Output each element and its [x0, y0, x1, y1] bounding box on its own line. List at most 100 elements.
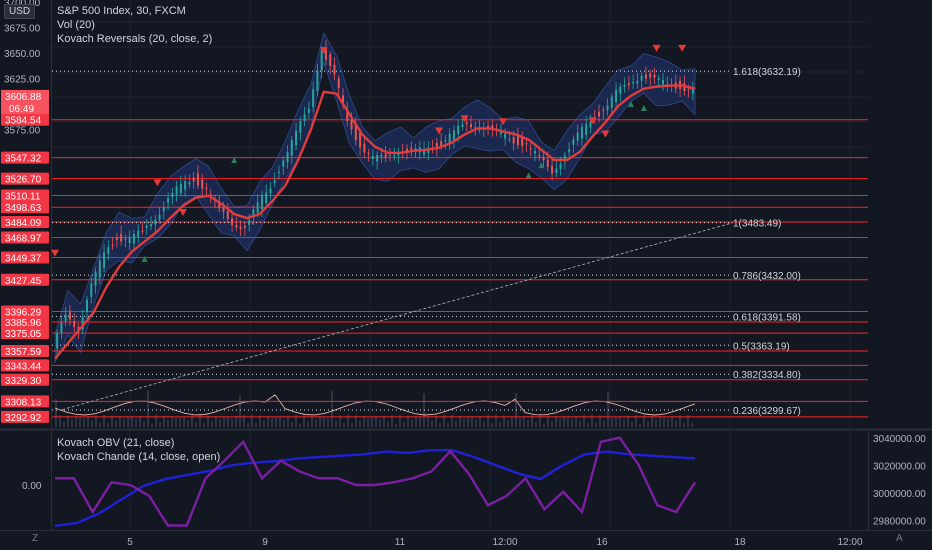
- candle-body: [171, 192, 174, 197]
- candle-body: [286, 152, 289, 163]
- level-price-tag: [1, 189, 49, 202]
- kovach-chande-label[interactable]: Kovach Chande (14, close, open): [57, 451, 221, 463]
- volume-bar: [207, 415, 209, 427]
- volume-bar: [595, 422, 597, 427]
- candle-body: [452, 130, 455, 141]
- volume-bar: [495, 415, 497, 427]
- candle-body: [491, 125, 494, 130]
- volume-bar: [623, 419, 625, 427]
- candle-body: [388, 154, 391, 156]
- volume-bar: [71, 419, 73, 427]
- candle-body: [299, 121, 302, 133]
- candle-body: [162, 206, 165, 212]
- candle-body: [657, 78, 660, 81]
- candle-body: [337, 78, 340, 88]
- volume-bar: [611, 418, 613, 427]
- candle-body: [192, 177, 195, 182]
- volume-bar: [639, 423, 641, 427]
- volume-bar: [379, 419, 381, 427]
- obv-tick-label: 3000000.00: [873, 489, 926, 500]
- volume-bar: [391, 415, 393, 427]
- volume-bar: [223, 417, 225, 427]
- volume-bar: [399, 415, 401, 427]
- reversal-up-marker: [538, 162, 545, 169]
- candle-body: [86, 299, 88, 312]
- volume-bar: [279, 416, 281, 427]
- candle-body: [627, 83, 630, 86]
- candle-body: [329, 54, 332, 67]
- volume-bar: [475, 419, 477, 427]
- reversal-down-marker: [435, 127, 443, 135]
- level-price-tag: [1, 316, 49, 329]
- level-price-tag: [1, 327, 49, 340]
- time-to-close-label: 06:49: [9, 104, 34, 115]
- reversal-up-marker: [141, 255, 148, 262]
- candle-body: [568, 149, 571, 153]
- volume-bar: [539, 415, 541, 427]
- currency-label[interactable]: USD: [4, 4, 36, 19]
- candle-body: [384, 153, 387, 158]
- volume-bar: [127, 417, 129, 427]
- candles: [56, 39, 694, 357]
- candle-body: [598, 111, 600, 117]
- symbol-title: S&P 500 Index, 30, FXCM: [57, 5, 186, 17]
- volume-bar: [651, 415, 653, 427]
- candle-body: [487, 125, 490, 128]
- volume-bar: [75, 416, 77, 427]
- level-price-label: 3375.05: [5, 329, 42, 340]
- candle-body: [610, 96, 613, 108]
- zoom-icon[interactable]: Z: [32, 533, 39, 544]
- candle-body: [461, 124, 464, 127]
- volume-bar: [315, 419, 317, 427]
- candle-body: [606, 105, 609, 110]
- level-price-tag: [1, 231, 49, 244]
- candle-body: [380, 154, 383, 157]
- volume-bar: [167, 419, 169, 427]
- level-price-label: 3498.63: [5, 203, 42, 214]
- volume-bar: [359, 420, 361, 427]
- volume-indicator-label[interactable]: Vol (20): [57, 19, 95, 31]
- candle-body: [623, 84, 626, 87]
- candle-body: [103, 252, 106, 268]
- candle-body: [303, 114, 306, 121]
- candle-body: [559, 163, 562, 170]
- volume-bar: [547, 415, 549, 427]
- level-price-label: 3396.29: [5, 308, 42, 319]
- volume-bar: [675, 420, 677, 427]
- fib-level-label: 0.382(3334.80): [733, 370, 801, 381]
- candle-body: [248, 220, 251, 225]
- volume-bar: [111, 415, 113, 427]
- candle-body: [154, 219, 157, 225]
- auto-scale-icon[interactable]: A: [896, 533, 903, 544]
- volume-bar: [83, 418, 85, 427]
- kovach-reversals-label[interactable]: Kovach Reversals (20, close, 2): [57, 33, 213, 45]
- kovach-obv-label[interactable]: Kovach OBV (21, close): [57, 437, 175, 449]
- volume-bar: [431, 420, 433, 427]
- level-price-tag: [1, 216, 49, 229]
- volume-bar: [331, 391, 333, 427]
- level-price-tag: [1, 151, 49, 164]
- reversal-up-marker: [628, 100, 634, 107]
- obv-line: [54, 449, 696, 527]
- candle-body: [572, 139, 575, 145]
- candle-body: [218, 202, 221, 209]
- volume-bar: [295, 415, 297, 427]
- candle-body: [235, 224, 238, 228]
- candle-body: [90, 283, 93, 297]
- volume-bar: [187, 420, 189, 427]
- candle-body: [81, 317, 84, 330]
- candle-body: [252, 209, 255, 218]
- level-price-tag: [1, 273, 49, 286]
- candle-body: [359, 132, 362, 148]
- volume-bar: [327, 418, 329, 427]
- level-price-label: 3584.54: [5, 116, 42, 127]
- volume-bar: [679, 415, 681, 427]
- volume-bar: [351, 422, 353, 427]
- candle-body: [350, 119, 353, 130]
- volume-bar: [443, 415, 445, 427]
- candle-body: [470, 124, 472, 128]
- volume-bar: [303, 415, 305, 427]
- candle-body: [640, 75, 643, 81]
- volume-bar: [275, 417, 277, 427]
